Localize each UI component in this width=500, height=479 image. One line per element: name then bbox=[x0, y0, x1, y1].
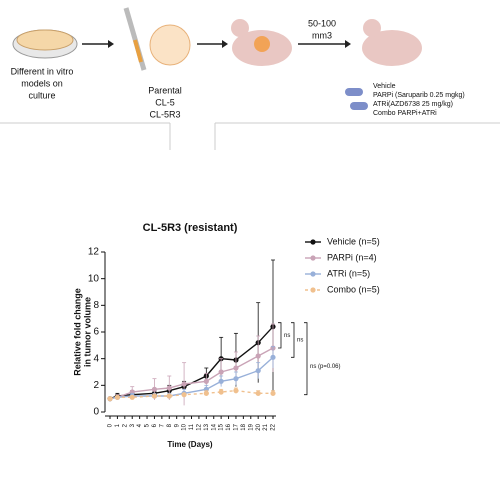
legend-marker bbox=[310, 255, 316, 261]
marker bbox=[270, 390, 276, 396]
x-tick-label: 8 bbox=[167, 423, 173, 427]
legend-label: ATRi (n=5) bbox=[327, 268, 370, 278]
cell-line: CL-5R3 bbox=[149, 109, 180, 119]
marker bbox=[107, 396, 113, 402]
significance-bracket bbox=[278, 322, 282, 349]
pill bbox=[345, 88, 363, 96]
treatment: Vehicle bbox=[373, 83, 396, 90]
y-tick-label: 6 bbox=[93, 327, 99, 338]
cell-line: Parental bbox=[148, 85, 182, 95]
x-tick-label: 9 bbox=[174, 423, 180, 427]
x-tick-label: 19 bbox=[248, 423, 254, 430]
x-tick-label: 15 bbox=[219, 423, 225, 430]
marker bbox=[233, 365, 239, 371]
x-tick-label: 0 bbox=[108, 423, 114, 427]
marker bbox=[255, 390, 261, 396]
marker bbox=[166, 393, 172, 399]
marker bbox=[255, 353, 261, 359]
x-tick-label: 1 bbox=[115, 423, 121, 427]
significance-label: ns bbox=[284, 333, 290, 339]
x-tick-label: 10 bbox=[182, 423, 188, 430]
series-line bbox=[109, 326, 274, 400]
x-tick-label: 6 bbox=[152, 423, 158, 427]
x-tick-label: 2 bbox=[122, 423, 128, 427]
x-tick-label: 21 bbox=[263, 423, 269, 430]
arrowhead bbox=[108, 40, 114, 48]
marker bbox=[255, 368, 261, 374]
y-tick-label: 10 bbox=[88, 273, 100, 284]
marker bbox=[181, 381, 187, 387]
y-tick-label: 4 bbox=[93, 353, 99, 364]
marker bbox=[181, 392, 187, 398]
cell-cluster bbox=[149, 24, 191, 66]
mouse bbox=[362, 30, 422, 66]
chart: CL-5R3 (resistant) Time (Days) Relative … bbox=[72, 222, 237, 449]
marker bbox=[203, 390, 209, 396]
mouse-head bbox=[363, 19, 381, 37]
marker bbox=[233, 388, 239, 394]
x-tick-label: 16 bbox=[226, 423, 232, 430]
x-tick-label: 4 bbox=[137, 423, 143, 427]
marker bbox=[129, 394, 135, 400]
marker bbox=[218, 389, 224, 395]
x-tick-label: 22 bbox=[271, 423, 277, 430]
treatment: ATRi(AZD6738 25 mg/kg) bbox=[373, 101, 453, 108]
marker bbox=[151, 393, 158, 399]
x-tick-label: 17 bbox=[234, 423, 240, 430]
y-tick-label: 2 bbox=[93, 380, 99, 391]
cells bbox=[16, 29, 74, 51]
legend-label: PARPi (n=4) bbox=[327, 252, 377, 262]
arrowhead bbox=[345, 40, 351, 48]
legend-label: Vehicle (n=5) bbox=[327, 236, 380, 246]
chart-title: CL-5R3 (resistant) bbox=[143, 222, 238, 234]
significance-bracket bbox=[291, 322, 295, 358]
pill bbox=[350, 102, 368, 110]
syringe-fluid bbox=[133, 39, 143, 63]
treatment: PARPi (Saruparib 0.25 mgkg) bbox=[373, 92, 465, 99]
marker bbox=[218, 378, 224, 384]
culture-label: culture bbox=[28, 90, 55, 100]
marker bbox=[218, 369, 224, 375]
marker bbox=[166, 385, 172, 391]
x-tick-label: 12 bbox=[196, 423, 202, 430]
tumor bbox=[254, 36, 270, 52]
schematic: Different in vitro models on culture Par… bbox=[0, 7, 500, 150]
y-axis-title: in tumor volume bbox=[82, 297, 92, 367]
y-tick-label: 12 bbox=[88, 247, 100, 258]
cell-line: CL-5 bbox=[155, 97, 175, 107]
y-tick-label: 0 bbox=[93, 407, 99, 418]
culture-label: models on bbox=[21, 78, 63, 88]
legend-marker bbox=[310, 287, 316, 293]
legend-label: Combo (n=5) bbox=[327, 284, 380, 294]
y-axis-title: Relative fold change bbox=[72, 288, 82, 376]
x-tick-label: 18 bbox=[241, 423, 247, 430]
marker bbox=[233, 376, 239, 382]
tumor-size: mm3 bbox=[312, 30, 332, 40]
marker bbox=[270, 354, 276, 360]
tumor-size: 50-100 bbox=[308, 18, 336, 28]
legend-marker bbox=[310, 239, 316, 245]
significance-label: ns bbox=[297, 338, 303, 344]
significance-bracket bbox=[304, 322, 308, 396]
x-tick-label: 3 bbox=[130, 423, 136, 427]
legend-marker bbox=[310, 271, 316, 277]
x-tick-label: 13 bbox=[204, 423, 210, 430]
marker bbox=[203, 378, 209, 384]
x-tick-label: 5 bbox=[145, 423, 151, 427]
marker bbox=[151, 386, 158, 392]
significance-label: ns (p=0.06) bbox=[310, 364, 341, 370]
x-tick-label: 11 bbox=[189, 423, 195, 430]
treatment: Combo PARPi+ATRi bbox=[373, 110, 437, 117]
x-axis-title: Time (Days) bbox=[167, 440, 213, 449]
mouse-head bbox=[231, 19, 249, 37]
x-tick-label: 7 bbox=[159, 423, 165, 427]
arrowhead bbox=[222, 40, 228, 48]
x-tick-label: 14 bbox=[211, 423, 217, 430]
x-tick-label: 20 bbox=[256, 423, 262, 430]
culture-label: Different in vitro bbox=[11, 66, 74, 76]
y-tick-label: 8 bbox=[93, 300, 99, 311]
marker bbox=[114, 394, 121, 400]
